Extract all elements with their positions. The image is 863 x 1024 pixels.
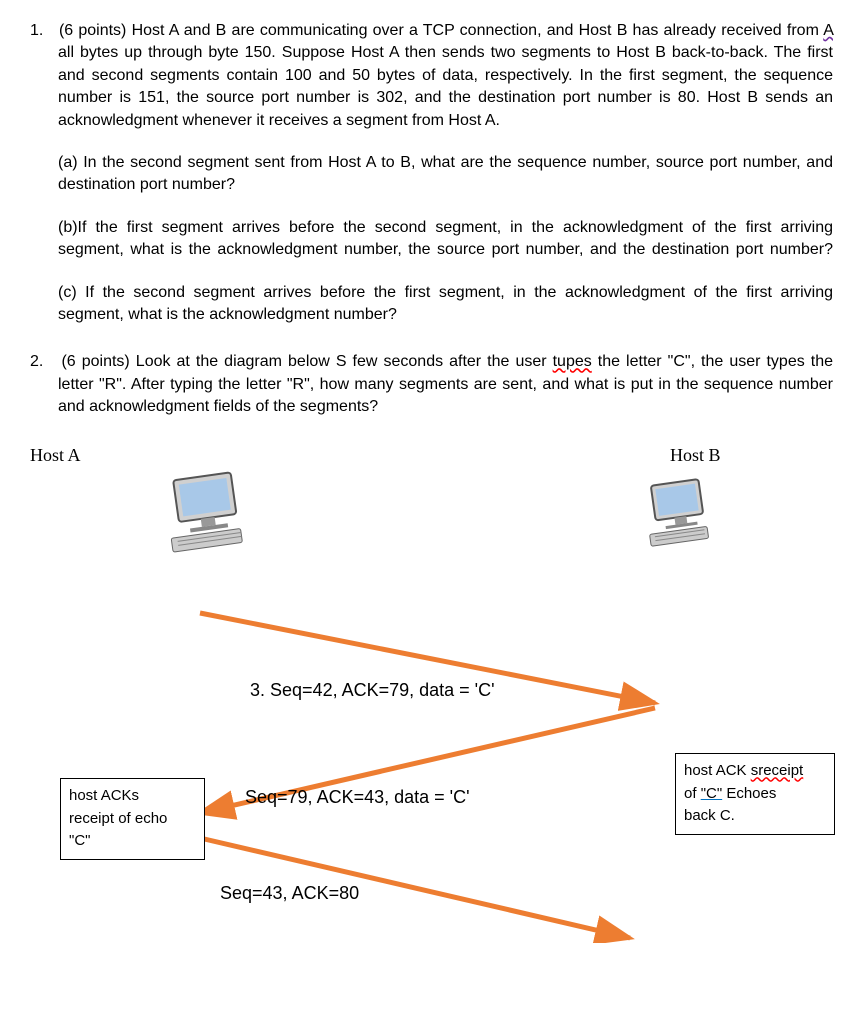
q2-p1: Look at the diagram below S few seconds …	[136, 353, 553, 370]
q2-text: 2. (6 points) Look at the diagram below …	[30, 351, 833, 418]
left-box-l3: "C"	[69, 830, 196, 853]
right-l2b: "C"	[701, 785, 722, 802]
q1-a: (a) In the second segment sent from Host…	[58, 152, 833, 197]
question-2: 2. (6 points) Look at the diagram below …	[30, 351, 833, 418]
right-annotation-box: host ACK sreceipt of "C" Echoes back C.	[675, 753, 835, 835]
right-l2a: of	[684, 785, 701, 802]
seg1-text: Seq=42, ACK=79, data = 'C'	[270, 680, 495, 700]
segment-3-label: Seq=43, ACK=80	[220, 881, 359, 906]
right-box-line1: host ACK sreceipt	[684, 760, 826, 783]
q2-number: 2.	[30, 353, 43, 370]
segment-1-label: 3. Seq=42, ACK=79, data = 'C'	[250, 678, 495, 703]
right-box-line3: back C.	[684, 805, 826, 828]
q1-number: 1.	[30, 22, 43, 39]
q1-intro-p2: all bytes up through byte 150. Suppose H…	[58, 44, 833, 128]
seg1-prefix: 3.	[250, 680, 270, 700]
right-box-line2: of "C" Echoes	[684, 783, 826, 806]
q1-b: (b)If the first segment arrives before t…	[58, 217, 833, 262]
q2-points: (6 points)	[61, 353, 129, 370]
right-l2c: Echoes	[722, 785, 776, 802]
left-box-l1: host ACKs	[69, 785, 196, 808]
segment-2-label: Seq=79, ACK=43, data = 'C'	[245, 785, 470, 810]
question-1: 1. (6 points) Host A and B are communica…	[30, 20, 833, 326]
q1-points: (6 points)	[59, 22, 126, 39]
tcp-diagram: Host A Host B	[30, 443, 833, 943]
right-sreceipt: sreceipt	[751, 762, 804, 779]
left-box-l2: receipt of echo	[69, 808, 196, 831]
q1-intro: 1. (6 points) Host A and B are communica…	[30, 20, 833, 132]
q1-intro-p1: Host A and B are communicating over a TC…	[132, 22, 824, 39]
q1-b-wrap: (b)If the first segment arrives before t…	[58, 217, 833, 262]
right-l1a: host ACK	[684, 762, 751, 779]
q1-c: (c) If the second segment arrives before…	[58, 282, 833, 327]
q2-tupes: tupes	[553, 353, 592, 370]
left-annotation-box: host ACKs receipt of echo "C"	[60, 778, 205, 860]
q1-grammar-A: A	[823, 22, 833, 39]
